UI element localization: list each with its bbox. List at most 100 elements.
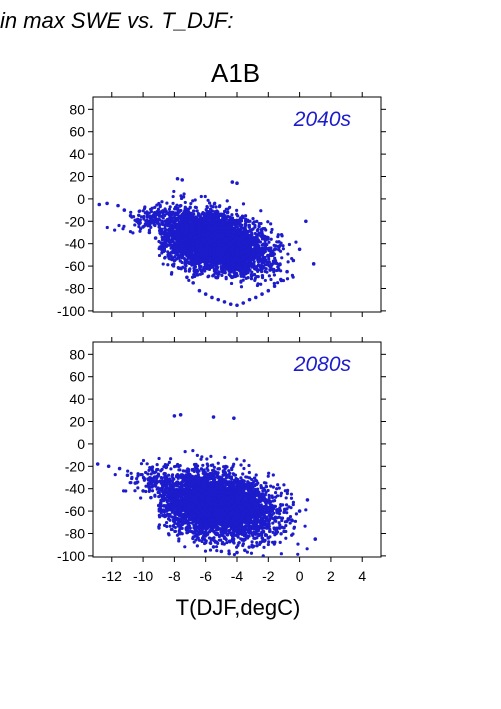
scatter-point (217, 255, 221, 260)
scatter-point (227, 256, 231, 260)
scatter-point (213, 242, 217, 246)
scatter-point (276, 281, 280, 285)
scatter-point (176, 256, 180, 260)
scatter-point (164, 236, 168, 240)
scatter-point (196, 225, 200, 229)
scatter-point (247, 252, 251, 256)
scatter-point (169, 256, 174, 261)
scatter-point (258, 268, 262, 272)
y-tick-label: 0 (77, 191, 85, 207)
scatter-point (247, 257, 251, 261)
scatter-point (193, 223, 197, 227)
scatter-point (149, 225, 153, 229)
scatter-point (183, 545, 187, 549)
scatter-point (138, 209, 142, 213)
data-point (247, 297, 252, 302)
scatter-point (242, 269, 246, 274)
scatter-point (253, 231, 257, 236)
scatter-point (231, 239, 235, 244)
data-point (272, 284, 277, 289)
scatter-point (183, 200, 187, 205)
scatter-point (225, 233, 229, 237)
scatter-point (189, 227, 193, 231)
scatter-point (201, 223, 206, 227)
data-point (105, 201, 109, 206)
scatter-point (194, 254, 198, 258)
scatter-point (241, 543, 245, 548)
data-point (175, 176, 180, 181)
y-tick-label: -40 (65, 236, 85, 252)
scatter-point (173, 251, 177, 255)
scatter-point (190, 235, 194, 240)
scatter-point (230, 213, 234, 217)
data-point (253, 295, 258, 300)
scatter-point (248, 238, 253, 242)
scatter-point (142, 217, 146, 221)
scatter-point (269, 246, 273, 250)
scatter-point (235, 256, 239, 260)
scatter-point (172, 215, 176, 220)
scatter-point (227, 229, 231, 233)
scatter-point (163, 207, 167, 211)
scatter-point (285, 277, 290, 281)
scatter-point (173, 207, 177, 211)
scatter-point (204, 238, 208, 243)
scatter-point (138, 229, 142, 233)
scatter-point (263, 249, 267, 254)
scatter-point (160, 219, 164, 223)
scatter-point (166, 263, 170, 267)
scatter-point (189, 256, 194, 260)
scatter-point (256, 282, 260, 286)
scatter-point (256, 269, 260, 274)
y-tick-label: 60 (69, 369, 85, 385)
scatter-point (208, 215, 212, 220)
scatter-point (213, 201, 217, 205)
data-point (197, 288, 202, 293)
scatter-point (222, 257, 226, 261)
scatter-point (221, 270, 225, 274)
scatter-point (223, 210, 227, 214)
scatter-point (272, 243, 276, 247)
scatter-point (249, 274, 254, 278)
scatter-point (187, 210, 191, 214)
scatter-point (259, 228, 263, 232)
scatter-point (192, 266, 196, 270)
scatter-point (263, 235, 267, 240)
x-tick-label: -6 (199, 568, 212, 584)
scatter-point (191, 240, 195, 244)
scatter-point (196, 212, 201, 216)
scatter-point (274, 247, 278, 251)
scatter-point (226, 207, 230, 211)
data-point (135, 219, 139, 224)
y-tick-label: 80 (69, 346, 85, 362)
scatter-point (241, 472, 245, 476)
scatter-point (238, 257, 242, 261)
scatter-point (253, 276, 257, 280)
data-point (216, 297, 221, 302)
scatter-point (253, 223, 257, 227)
scatter-point (279, 241, 283, 245)
data-point (153, 236, 158, 240)
scatter-point (235, 208, 239, 212)
scatter-point (193, 235, 197, 239)
scatter-point (200, 250, 204, 254)
scatter-point (287, 242, 292, 247)
scatter-point (234, 236, 239, 240)
data-point (230, 180, 235, 184)
scatter-point (122, 224, 126, 228)
scatter-point (214, 235, 218, 239)
scatter-point (254, 249, 259, 253)
scatter-point (202, 247, 206, 251)
scatter-point (224, 246, 229, 250)
scatter-point (129, 210, 133, 214)
scatter-point (203, 194, 207, 199)
scatter-point (243, 225, 247, 229)
scatter-point (218, 239, 222, 243)
scenario-label: A1B (211, 58, 261, 88)
data-point (122, 208, 127, 212)
y-tick-label: 80 (69, 101, 85, 117)
y-tick-label: -40 (65, 481, 85, 497)
scatter-point (214, 267, 218, 271)
scatter-point (252, 257, 256, 261)
scatter-point (167, 211, 171, 215)
